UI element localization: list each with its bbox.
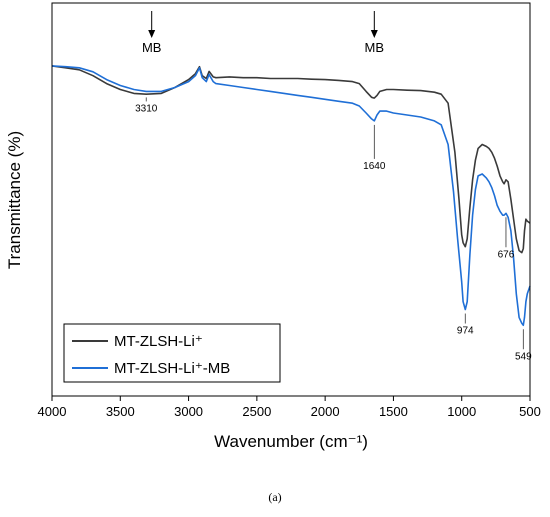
x-axis: 4000 3500 3000 2500 2000 1500 1000 500 [38,396,541,419]
legend: MT-ZLSH-Li⁺ MT-ZLSH-Li⁺-MB [63,323,281,383]
annotation-label: 549 [515,351,532,362]
annotation-label: 3310 [135,103,158,114]
annotation-label: 974 [457,326,474,337]
legend-box [63,323,281,383]
mb-marker-label: MB [142,40,162,55]
mb-marker-label: MB [365,40,385,55]
x-tick-label: 3000 [174,404,203,419]
plot-frame [51,2,531,397]
x-tick-label: 3500 [106,404,135,419]
figure-caption: (a) [268,490,282,504]
annotations: 3310 1640 974 676 549 MB MB [135,11,532,362]
x-tick-label: 1500 [379,404,408,419]
series-line-2 [51,65,531,327]
annotation-label: 676 [498,249,515,260]
y-axis-label: Transmittance (%) [5,131,24,269]
x-tick-label: 2500 [242,404,271,419]
x-tick-label: 500 [519,404,541,419]
x-axis-label: Wavenumber (cm⁻¹) [214,432,368,451]
plot-area [51,65,531,327]
mb-arrow-head-icon [370,30,378,38]
x-tick-label: 2000 [311,404,340,419]
x-tick-label: 4000 [38,404,67,419]
mb-arrow-head-icon [148,30,156,38]
x-tick-label: 1000 [447,404,476,419]
legend-label-series-2: MT-ZLSH-Li⁺-MB [114,360,230,377]
legend-label-series-1: MT-ZLSH-Li⁺ [114,333,203,350]
annotation-label: 1640 [363,161,386,172]
